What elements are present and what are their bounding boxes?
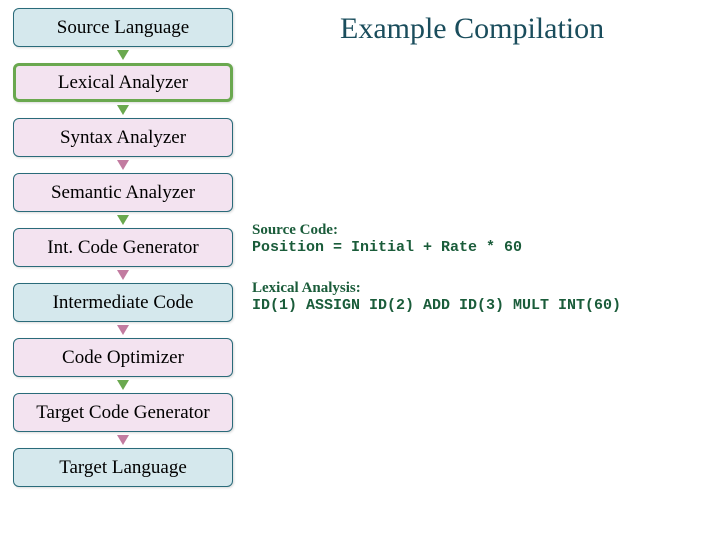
stage-label: Code Optimizer [62, 347, 184, 369]
flow-arrow-icon [117, 215, 129, 225]
stage-box: Lexical Analyzer [13, 63, 233, 102]
stage-label: Target Code Generator [36, 402, 209, 424]
stage-box: Source Language [13, 8, 233, 47]
stage-label: Semantic Analyzer [51, 182, 195, 204]
example-content-area: Source Code:Position = Initial + Rate * … [252, 222, 712, 338]
section-label: Source Code: [252, 222, 712, 239]
stage-label: Lexical Analyzer [58, 72, 188, 94]
flow-arrow-icon [117, 325, 129, 335]
stage-box: Syntax Analyzer [13, 118, 233, 157]
compiler-flow-column: Source Language Lexical Analyzer Syntax An… [8, 8, 238, 487]
content-section: Source Code:Position = Initial + Rate * … [252, 222, 712, 256]
flow-arrow-icon [117, 270, 129, 280]
stage-box: Intermediate Code [13, 283, 233, 322]
stage-label: Intermediate Code [53, 292, 194, 314]
stage-box: Target Language [13, 448, 233, 487]
stage-label: Syntax Analyzer [60, 127, 186, 149]
flow-arrow-icon [117, 160, 129, 170]
content-section: Lexical Analysis:ID(1) ASSIGN ID(2) ADD … [252, 280, 712, 314]
flow-arrow-icon [117, 435, 129, 445]
flow-arrow-icon [117, 380, 129, 390]
stage-label: Source Language [57, 17, 189, 39]
stage-label: Int. Code Generator [47, 237, 198, 259]
stage-box: Semantic Analyzer [13, 173, 233, 212]
section-label: Lexical Analysis: [252, 280, 712, 297]
page-title: Example Compilation [340, 12, 604, 46]
flow-arrow-icon [117, 50, 129, 60]
stage-label: Target Language [59, 457, 187, 479]
stage-box: Target Code Generator [13, 393, 233, 432]
stage-box: Code Optimizer [13, 338, 233, 377]
flow-arrow-icon [117, 105, 129, 115]
section-code: Position = Initial + Rate * 60 [252, 239, 712, 256]
stage-box: Int. Code Generator [13, 228, 233, 267]
section-code: ID(1) ASSIGN ID(2) ADD ID(3) MULT INT(60… [252, 297, 712, 314]
